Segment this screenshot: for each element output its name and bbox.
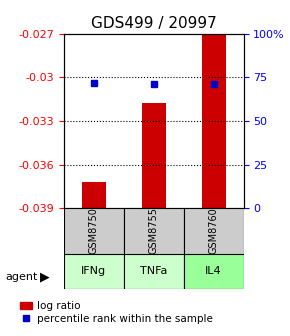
Text: GSM8760: GSM8760 bbox=[209, 208, 219, 254]
Bar bbox=[184, 254, 244, 289]
Text: IL4: IL4 bbox=[205, 266, 222, 276]
Bar bbox=[124, 208, 184, 254]
Title: GDS499 / 20997: GDS499 / 20997 bbox=[91, 16, 217, 31]
Text: agent: agent bbox=[6, 272, 38, 282]
Legend: log ratio, percentile rank within the sample: log ratio, percentile rank within the sa… bbox=[20, 301, 213, 324]
Bar bbox=[202, 34, 226, 208]
Bar bbox=[64, 208, 124, 254]
Bar bbox=[184, 208, 244, 254]
Text: ▶: ▶ bbox=[40, 271, 50, 284]
Bar bbox=[82, 182, 106, 208]
Bar bbox=[124, 254, 184, 289]
Bar bbox=[64, 254, 124, 289]
Text: GSM8755: GSM8755 bbox=[149, 208, 159, 254]
Text: GSM8750: GSM8750 bbox=[89, 208, 99, 254]
Bar bbox=[142, 103, 166, 208]
Text: TNFa: TNFa bbox=[140, 266, 167, 276]
Text: IFNg: IFNg bbox=[81, 266, 106, 276]
